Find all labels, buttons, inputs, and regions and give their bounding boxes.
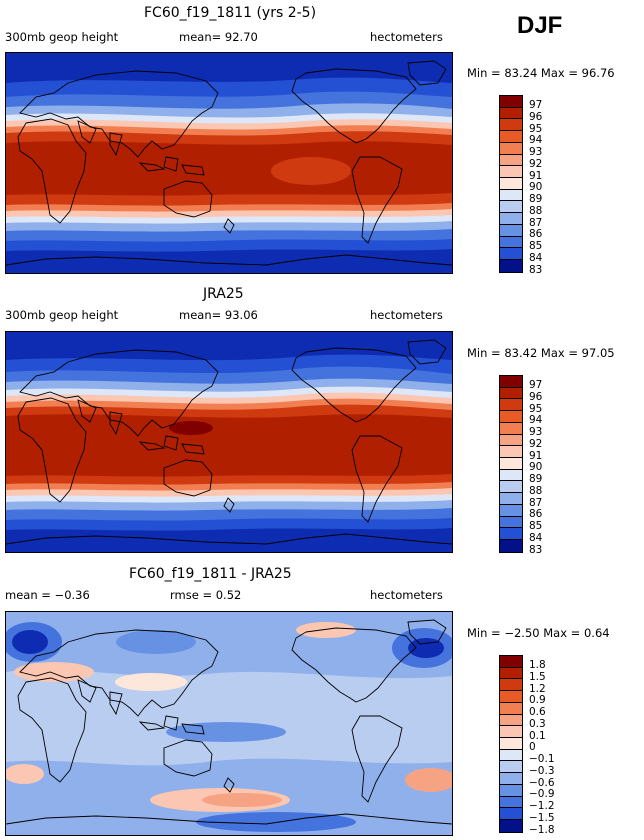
legend-tick: 90 [529, 461, 543, 473]
legend-tick: 0 [529, 741, 536, 753]
legend-tick: 87 [529, 217, 543, 229]
legend-tick: −1.2 [529, 800, 555, 812]
min-max-label: Min = 83.24 Max = 96.76 [467, 66, 615, 80]
legend-tick: 83 [529, 264, 543, 276]
legend-tick: 93 [529, 426, 543, 438]
legend-tick: −0.3 [529, 765, 555, 777]
legend-tick: 90 [529, 181, 543, 193]
units-label: hectometers [370, 588, 443, 602]
legend-tick: 84 [529, 532, 543, 544]
contour-map [5, 52, 453, 274]
panel-title: FC60_f19_1811 - JRA25 [129, 566, 292, 582]
legend-tick: 91 [529, 170, 543, 182]
color-legend [499, 375, 523, 553]
legend-tick: 91 [529, 450, 543, 462]
legend-tick: 0.3 [529, 718, 546, 730]
mean-label: mean = −0.36 [5, 588, 90, 602]
legend-tick: −0.6 [529, 777, 555, 789]
legend-tick: 95 [529, 403, 543, 415]
legend-tick: 0.1 [529, 730, 546, 742]
units-label: hectometers [370, 308, 443, 322]
legend-tick: 87 [529, 497, 543, 509]
min-max-label: Min = −2.50 Max = 0.64 [467, 626, 610, 640]
legend-tick: 89 [529, 193, 543, 205]
legend-tick: 1.2 [529, 683, 546, 695]
legend-tick: −1.8 [529, 824, 555, 836]
mean-label: mean= 92.70 [179, 30, 258, 44]
legend-tick: 95 [529, 123, 543, 135]
color-legend [499, 95, 523, 273]
variable-label: 300mb geop height [5, 30, 119, 44]
legend-tick: 86 [529, 228, 543, 240]
legend-tick: 0.9 [529, 694, 546, 706]
legend-tick: 85 [529, 520, 543, 532]
legend-tick: 88 [529, 205, 543, 217]
legend-tick: 1.8 [529, 659, 546, 671]
legend-tick: −0.1 [529, 753, 555, 765]
legend-tick: 96 [529, 111, 543, 123]
legend-tick: 97 [529, 99, 543, 111]
panel-title: JRA25 [203, 286, 244, 302]
legend-tick: 93 [529, 146, 543, 158]
variable-label: 300mb geop height [5, 308, 119, 322]
legend-tick: 0.6 [529, 706, 546, 718]
legend-tick: 97 [529, 379, 543, 391]
legend-tick: 1.5 [529, 671, 546, 683]
legend-tick: 84 [529, 252, 543, 264]
mean-label: mean= 93.06 [179, 308, 258, 322]
color-legend [499, 655, 523, 833]
legend-tick: 83 [529, 544, 543, 556]
legend-tick: 86 [529, 508, 543, 520]
legend-tick: −1.5 [529, 812, 555, 824]
rmse-label: rmse = 0.52 [170, 588, 242, 602]
legend-tick: 88 [529, 485, 543, 497]
panel-title: FC60_f19_1811 (yrs 2-5) [144, 5, 317, 21]
legend-tick: 94 [529, 134, 543, 146]
legend-tick: 96 [529, 391, 543, 403]
season-label: DJF [517, 12, 563, 39]
legend-tick: −0.9 [529, 788, 555, 800]
units-label: hectometers [370, 30, 443, 44]
legend-tick: 85 [529, 240, 543, 252]
legend-tick: 94 [529, 414, 543, 426]
contour-map [5, 331, 453, 553]
min-max-label: Min = 83.42 Max = 97.05 [467, 346, 615, 360]
legend-tick: 89 [529, 473, 543, 485]
legend-tick: 92 [529, 158, 543, 170]
legend-tick: 92 [529, 438, 543, 450]
contour-map [5, 611, 453, 836]
